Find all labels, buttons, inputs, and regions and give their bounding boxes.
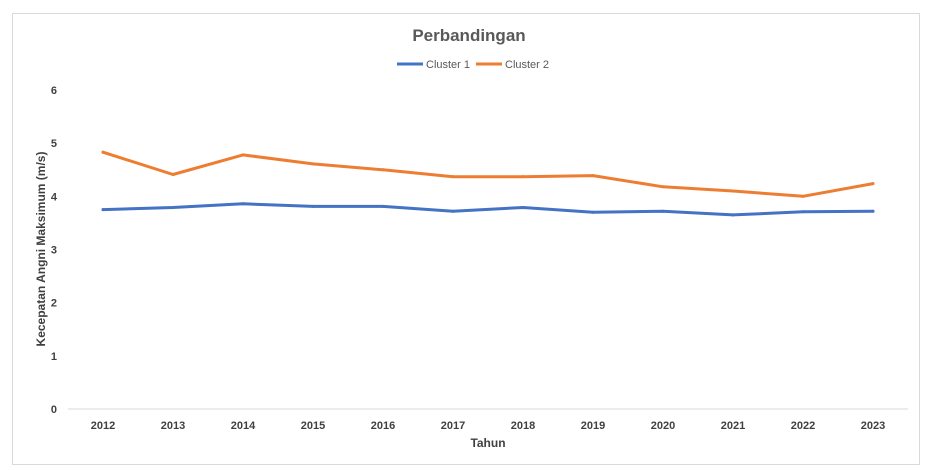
data-point bbox=[381, 204, 385, 208]
chart-area bbox=[12, 13, 920, 465]
data-point bbox=[731, 189, 735, 193]
data-point bbox=[241, 153, 245, 157]
data-point bbox=[801, 210, 805, 214]
data-point bbox=[451, 209, 455, 213]
data-point bbox=[801, 194, 805, 198]
data-point bbox=[101, 150, 105, 154]
data-point bbox=[591, 174, 595, 178]
chart-title: Perbandingan bbox=[412, 26, 525, 45]
legend-label: Cluster 1 bbox=[426, 59, 470, 71]
series-line-1 bbox=[101, 202, 875, 217]
x-tick-label: 2017 bbox=[441, 420, 465, 432]
x-tick-label: 2021 bbox=[721, 420, 745, 432]
x-axis-ticks: 2012 2013 2014 2015 2016 2017 2018 2019 2020 2021… bbox=[91, 420, 885, 432]
x-tick-label: 2022 bbox=[791, 420, 815, 432]
series-line-2 bbox=[101, 150, 875, 198]
x-tick-label: 2019 bbox=[581, 420, 605, 432]
x-tick-label: 2023 bbox=[861, 420, 885, 432]
x-tick-label: 2020 bbox=[651, 420, 675, 432]
y-tick-label: 1 bbox=[51, 351, 57, 363]
data-point bbox=[311, 162, 315, 166]
data-point bbox=[871, 209, 875, 213]
y-axis-ticks: 0 1 2 3 4 5 6 bbox=[51, 85, 58, 416]
legend: Cluster 1 Cluster 2 bbox=[397, 59, 549, 71]
x-tick-label: 2016 bbox=[371, 420, 395, 432]
x-tick-label: 2014 bbox=[231, 420, 256, 432]
data-point bbox=[661, 209, 665, 213]
y-tick-label: 5 bbox=[51, 138, 57, 150]
x-tick-label: 2015 bbox=[301, 420, 325, 432]
x-tick-label: 2018 bbox=[511, 420, 535, 432]
x-tick-label: 2013 bbox=[161, 420, 185, 432]
data-point bbox=[451, 175, 455, 179]
data-point bbox=[591, 210, 595, 214]
data-point bbox=[241, 202, 245, 206]
data-point bbox=[731, 213, 735, 217]
data-point bbox=[171, 173, 175, 177]
y-tick-label: 4 bbox=[51, 191, 58, 203]
y-tick-label: 2 bbox=[51, 298, 57, 310]
data-point bbox=[381, 168, 385, 172]
y-tick-label: 0 bbox=[51, 404, 57, 416]
data-point bbox=[871, 182, 875, 186]
data-point bbox=[311, 204, 315, 208]
data-point bbox=[101, 208, 105, 212]
data-point bbox=[521, 175, 525, 179]
series-lines bbox=[101, 150, 875, 217]
y-tick-label: 6 bbox=[51, 85, 57, 97]
legend-label: Cluster 2 bbox=[505, 59, 549, 71]
x-axis-title: Tahun bbox=[470, 436, 505, 450]
data-point bbox=[171, 205, 175, 209]
y-tick-label: 3 bbox=[51, 245, 57, 257]
data-point bbox=[521, 205, 525, 209]
data-point bbox=[661, 185, 665, 189]
y-axis-title: Kecepatan Angni Maksimum (m/s) bbox=[34, 152, 48, 347]
x-tick-label: 2012 bbox=[91, 420, 115, 432]
